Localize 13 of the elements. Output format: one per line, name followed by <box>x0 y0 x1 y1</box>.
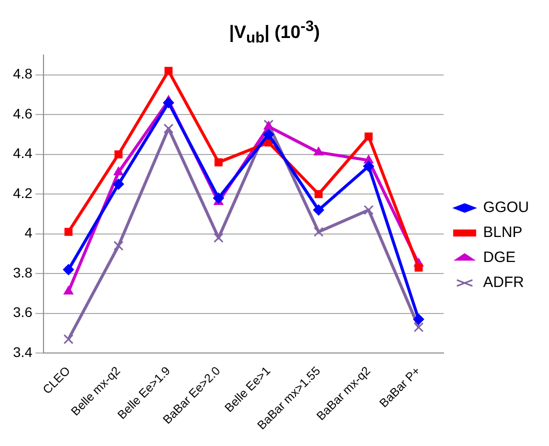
y-tick-label: 3.4 <box>12 344 33 360</box>
y-tick-label: 4 <box>24 224 33 241</box>
chart-title: |V$_{ub}$| (10$^{-3}$) <box>228 18 321 47</box>
y-tick-label: 3.8 <box>12 264 33 280</box>
y-tick-label: 4.6 <box>12 105 33 122</box>
legend-label: BLNP <box>483 224 522 242</box>
y-tick-label: 4.2 <box>12 184 33 201</box>
legend-label: GGOU <box>483 199 530 216</box>
y-tick-label: 3.6 <box>12 304 33 320</box>
legend-label: ADFR <box>483 274 524 292</box>
y-tick-label: 4.4 <box>12 145 33 162</box>
legend-label: DGE <box>483 249 516 266</box>
y-tick-label: 4.8 <box>12 66 33 82</box>
